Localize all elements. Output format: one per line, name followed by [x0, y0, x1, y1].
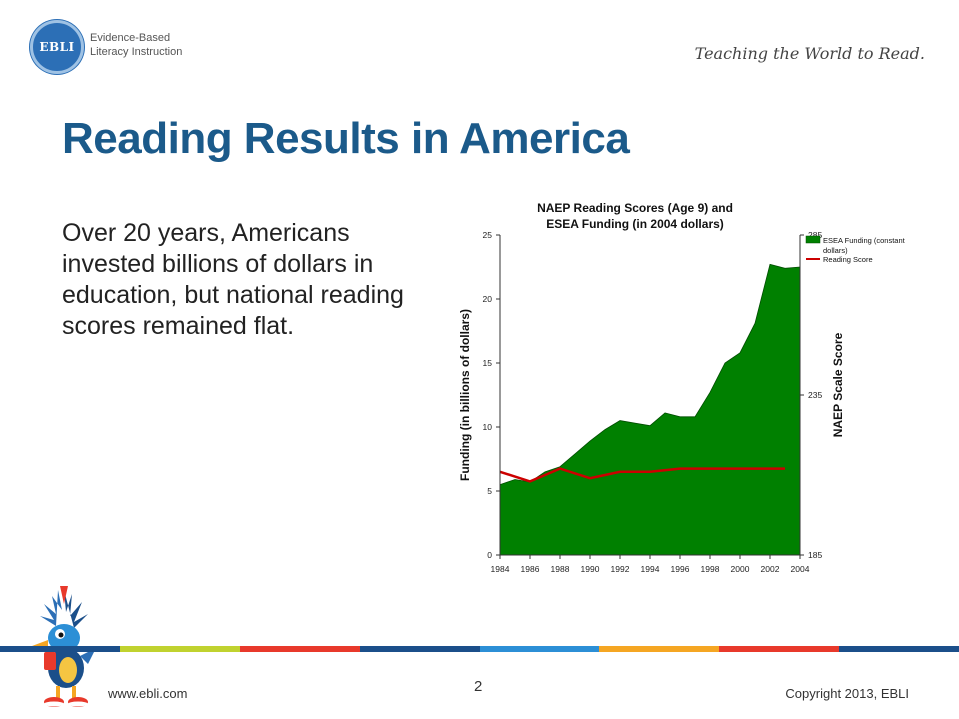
x-tick-label: 1988	[551, 564, 570, 574]
x-tick-label: 1994	[641, 564, 660, 574]
legend-label-funding-line-2: dollars)	[823, 246, 848, 255]
y2-axis-label: NAEP Scale Score	[831, 332, 845, 437]
chart-title-line-1: NAEP Reading Scores (Age 9) and	[537, 201, 733, 215]
tagline: Teaching the World to Read.	[694, 44, 925, 63]
x-tick-label: 1996	[671, 564, 690, 574]
funding-area	[499, 263, 801, 556]
slide-title: Reading Results in America	[62, 114, 630, 163]
reading-score-line	[499, 467, 785, 483]
stripe-segment	[239, 646, 360, 652]
stripe-segment	[119, 646, 240, 652]
stripe-segment	[359, 646, 480, 652]
logo-circle-text: EBLI	[39, 40, 75, 54]
ebli-logo: EBLI Evidence-Based Literacy Instruction	[30, 20, 230, 76]
stripe-segment	[719, 646, 840, 652]
bird-mascot-icon	[32, 586, 96, 707]
y2-tick-label: 185	[808, 550, 822, 560]
x-tick-label: 2002	[761, 564, 780, 574]
legend-label-funding-line-1: ESEA Funding (constant	[823, 236, 906, 245]
footer-copyright: Copyright 2013, EBLI	[785, 686, 909, 701]
legend-label-reading: Reading Score	[823, 255, 873, 264]
logo-line-2: Literacy Instruction	[90, 46, 183, 58]
stripe-segment	[599, 646, 720, 652]
footer-color-stripe	[0, 646, 959, 652]
body-text: Over 20 years, Americans invested billio…	[62, 219, 404, 340]
x-tick-label: 1992	[611, 564, 630, 574]
stripe-segment	[479, 646, 600, 652]
y-tick-label: 5	[487, 486, 492, 496]
y-tick-label: 15	[483, 358, 493, 368]
x-tick-label: 2004	[791, 564, 810, 574]
y2-tick-label: 235	[808, 390, 822, 400]
funding-reading-chart: NAEP Reading Scores (Age 9) and ESEA Fund…	[450, 188, 950, 583]
y-tick-label: 0	[487, 550, 492, 560]
x-tick-label: 1984	[491, 564, 510, 574]
chart-title-line-2: ESEA Funding (in 2004 dollars)	[546, 217, 724, 231]
legend-swatch-funding	[805, 235, 821, 244]
x-tick-label: 1990	[581, 564, 600, 574]
logo-line-1: Evidence-Based	[90, 32, 171, 44]
page-number: 2	[474, 678, 483, 695]
y-axis-label: Funding (in billions of dollars)	[458, 309, 472, 481]
y-tick-label: 20	[483, 294, 493, 304]
ebli-logo-circle: EBLI	[30, 20, 84, 74]
x-tick-label: 1986	[521, 564, 540, 574]
y2-tick-label: 285	[808, 230, 822, 240]
stripe-segment	[0, 646, 120, 652]
x-tick-label: 1998	[701, 564, 720, 574]
x-tick-label: 2000	[731, 564, 750, 574]
chart-svg: NAEP Reading Scores (Age 9) and ESEA Fund…	[458, 201, 906, 574]
y-tick-label: 10	[483, 422, 493, 432]
y-tick-label: 25	[483, 230, 493, 240]
stripe-segment	[839, 646, 959, 652]
footer-website: www.ebli.com	[108, 686, 188, 701]
